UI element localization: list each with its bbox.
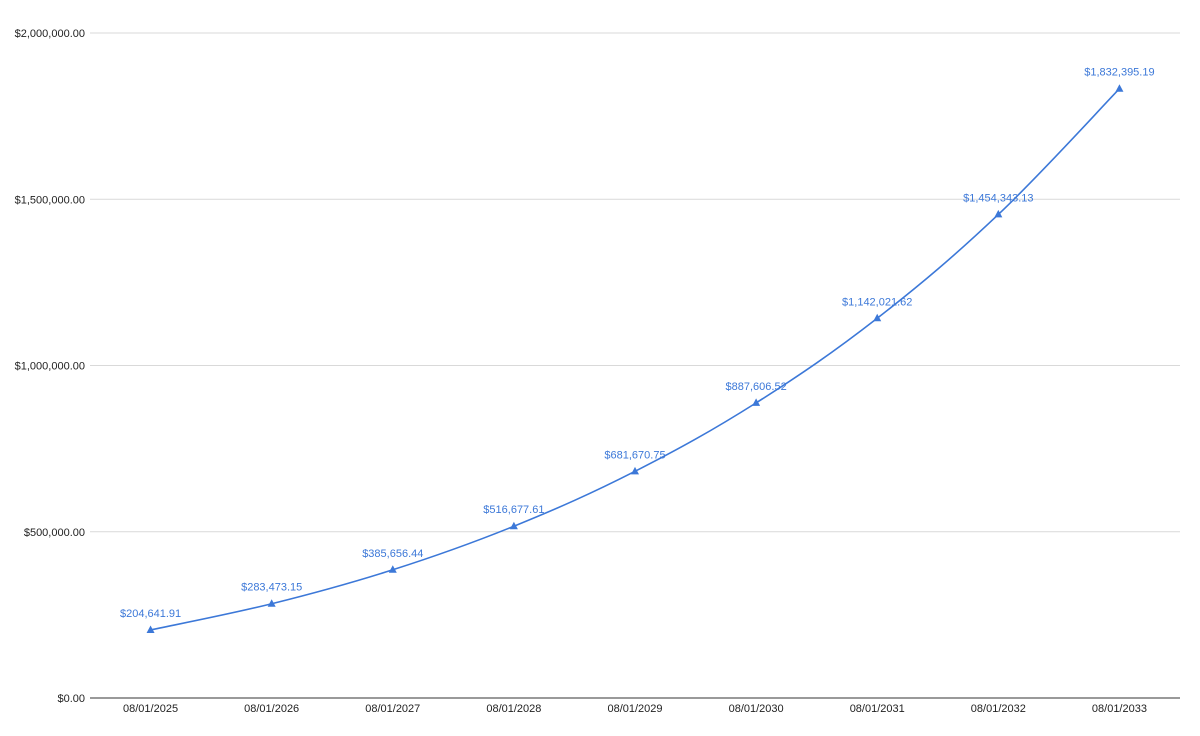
data-point-marker: [631, 466, 639, 475]
x-tick-label: 08/01/2032: [971, 703, 1026, 715]
data-markers: [146, 84, 1124, 633]
data-label: $516,677.61: [483, 504, 544, 516]
x-tick-label: 08/01/2026: [244, 703, 299, 715]
data-label: $204,641.91: [120, 608, 181, 620]
y-tick-label: $2,000,000.00: [15, 28, 85, 40]
x-tick-label: 08/01/2030: [729, 703, 784, 715]
x-tick-label: 08/01/2031: [850, 703, 905, 715]
data-point-marker: [752, 398, 761, 406]
x-axis-ticks: 08/01/2025 08/01/2026 08/01/2027 08/01/2028…: [123, 703, 1147, 715]
data-labels: $204,641.91 $283,473.15 $385,656.44 $516,67…: [120, 67, 1155, 620]
data-point-marker: [267, 599, 276, 607]
data-point-marker: [1115, 84, 1124, 92]
x-tick-label: 08/01/2033: [1092, 703, 1147, 715]
series-layer: [150, 88, 1121, 631]
data-label: $283,473.15: [241, 582, 302, 594]
data-label: $1,454,343.13: [963, 192, 1033, 204]
y-tick-label: $500,000.00: [24, 527, 85, 539]
data-point-marker: [509, 521, 518, 530]
data-label: $681,670.75: [604, 449, 665, 461]
x-tick-label: 08/01/2025: [123, 703, 178, 715]
y-tick-label: $1,000,000.00: [15, 361, 85, 373]
data-label: $385,656.44: [362, 548, 423, 560]
series-line: [150, 88, 1121, 631]
y-axis-ticks: $0.00 $500,000.00 $1,000,000.00 $1,500,000.…: [15, 28, 85, 705]
data-label: $1,142,021.62: [842, 296, 912, 308]
data-label: $1,832,395.19: [1084, 67, 1154, 79]
data-label: $887,606.52: [726, 381, 787, 393]
data-point-marker: [146, 625, 155, 633]
data-point-marker: [994, 209, 1003, 218]
y-tick-label: $1,500,000.00: [15, 194, 85, 206]
data-point-marker: [873, 313, 882, 322]
x-tick-label: 08/01/2027: [365, 703, 420, 715]
data-point-marker: [388, 565, 397, 573]
y-tick-label: $0.00: [57, 693, 85, 705]
x-tick-label: 08/01/2028: [486, 703, 541, 715]
x-tick-label: 08/01/2029: [607, 703, 662, 715]
gridlines: [90, 32, 1180, 699]
